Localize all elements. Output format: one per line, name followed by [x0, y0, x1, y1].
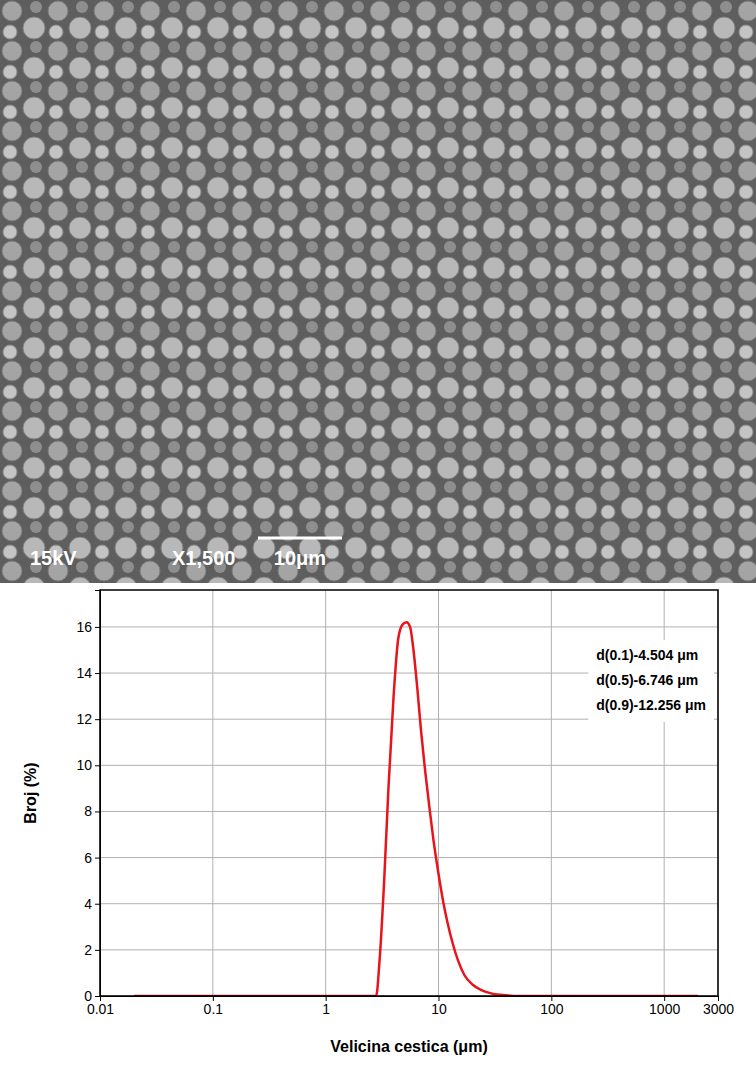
plot-frame — [100, 590, 718, 996]
y-tick: 2 — [84, 942, 100, 958]
annotation: d(0.1)-4.504 μm — [596, 647, 698, 663]
y-tick-label: 4 — [84, 896, 92, 912]
y-grid-line — [100, 765, 718, 766]
y-tick: 8 — [84, 803, 100, 819]
y-tick-label: 0 — [84, 988, 92, 1004]
plot-marks — [134, 622, 698, 996]
annotation: d(0.5)-6.746 μm — [596, 672, 698, 688]
scale-bar — [258, 537, 342, 540]
y-tick: 6 — [84, 850, 100, 866]
y-tick-label: 16 — [76, 619, 92, 635]
y-tick: 4 — [84, 896, 100, 912]
scale-bar-label: 10μm — [274, 547, 326, 569]
y-grid-line — [100, 949, 718, 950]
y-tick-mark — [95, 673, 100, 674]
y-grid-line — [100, 811, 718, 812]
x-tick-label: 1 — [322, 1001, 330, 1017]
x-grid-line — [325, 590, 326, 996]
y-tick-label: 10 — [76, 757, 92, 773]
x-tick: 1000 — [649, 996, 680, 1017]
x-axis-title: Velicina cestica (μm) — [330, 1038, 487, 1055]
x-tick: 10 — [431, 996, 447, 1017]
page: 15kVX1,50010μm0.010.11101001000300002468… — [0, 0, 756, 1083]
y-tick-mark — [95, 904, 100, 905]
x-axis-line — [101, 997, 719, 1002]
x-tick: 1 — [322, 996, 330, 1017]
y-tick: 14 — [76, 665, 100, 681]
y-tick-mark — [95, 858, 100, 859]
y-tick-mark — [95, 719, 100, 720]
y-tick-mark — [95, 996, 100, 997]
x-tick: 0.1 — [204, 996, 224, 1017]
y-tick-mark — [95, 950, 100, 951]
x-grid-line — [438, 590, 439, 996]
micrograph: 15kV X1,500 10μm — [0, 0, 756, 583]
x-tick: 3000 — [703, 996, 734, 1017]
y-tick-mark — [95, 627, 100, 628]
chart: 0.010.1110100100030000246810121416Velici… — [22, 590, 734, 1055]
x-tick-label: 0.1 — [204, 1001, 224, 1017]
annotation: d(0.9)-12.256 μm — [596, 697, 706, 713]
x-tick-label: 10 — [431, 1001, 447, 1017]
y-grid-line — [100, 903, 718, 904]
y-grid-line — [100, 857, 718, 858]
y-tick-label: 12 — [76, 711, 92, 727]
y-tick-label: 6 — [84, 850, 92, 866]
annotation-background — [588, 640, 714, 722]
y-axis-title: Broj (%) — [22, 762, 39, 823]
magnification-label: X1,500 — [172, 547, 235, 569]
annotation-box: d(0.1)-4.504 μm d(0.5)-6.746 μm d(0.9)-12.… — [588, 640, 714, 722]
x-grid-line — [212, 590, 213, 996]
y-tick-label: 2 — [84, 942, 92, 958]
y-tick: 0 — [84, 988, 100, 1004]
y-tick: 12 — [76, 711, 100, 727]
grid — [100, 590, 718, 996]
x-grid-line — [551, 590, 552, 996]
y-tick: 16 — [76, 619, 100, 635]
y-axis-line — [95, 591, 101, 997]
x-tick-label: 100 — [540, 1001, 564, 1017]
distribution-line — [134, 622, 698, 996]
micrograph-image — [0, 0, 756, 583]
x-axis: 0.010.111010010003000 — [87, 996, 734, 1017]
plot-background — [100, 590, 718, 996]
x-tick: 100 — [540, 996, 564, 1017]
y-axis: 0 2 4 6 8 10 12 14 16 — [76, 591, 100, 1004]
y-tick-mark — [95, 765, 100, 766]
y-tick: 10 — [76, 757, 100, 773]
y-tick-label: 14 — [76, 665, 92, 681]
voltage-label: 15kV — [30, 547, 77, 569]
y-tick-mark — [95, 811, 100, 812]
y-tick-label: 8 — [84, 803, 92, 819]
x-tick-label: 1000 — [649, 1001, 680, 1017]
x-tick-label: 3000 — [703, 1001, 734, 1017]
